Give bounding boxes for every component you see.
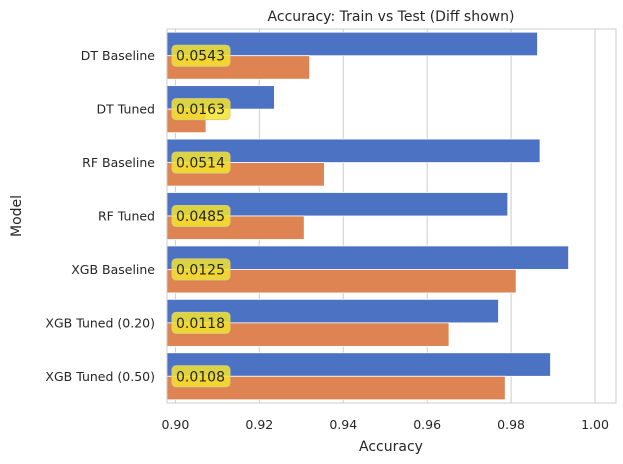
diff-label: 0.0543 <box>171 44 231 67</box>
diff-label-box <box>171 258 231 281</box>
diff-label-box <box>171 44 231 67</box>
diff-label: 0.0125 <box>171 258 231 281</box>
diff-label-box <box>171 311 231 334</box>
diff-annotations: 0.0543 0.0163 0.0514 0.0485 0.0125 0.0118 0.01… <box>171 44 231 388</box>
diff-label: 0.0163 <box>171 98 231 121</box>
diff-label-text: 0.0125 <box>176 262 225 278</box>
x-tick-label: 0.90 <box>161 417 189 432</box>
diff-label: 0.0118 <box>171 311 231 334</box>
diff-label-text: 0.0543 <box>176 49 225 65</box>
x-tick-label: 0.94 <box>329 417 357 432</box>
chart-title: Accuracy: Train vs Test (Diff shown) <box>268 9 515 25</box>
y-tick-label: RF Baseline <box>82 155 155 170</box>
x-tick-labels: 0.90 0.92 0.94 0.96 0.98 1.00 <box>161 417 609 432</box>
diff-label-text: 0.0163 <box>176 102 225 118</box>
diff-label-box <box>171 151 231 174</box>
diff-label: 0.0485 <box>171 205 231 227</box>
y-axis-label: Model <box>9 195 25 237</box>
diff-label-box <box>171 98 231 121</box>
y-tick-label: XGB Tuned (0.50) <box>45 369 155 384</box>
diff-label: 0.0514 <box>171 151 231 174</box>
y-tick-label: RF Tuned <box>98 209 155 224</box>
diff-label-text: 0.0514 <box>176 156 225 172</box>
x-tick-label: 1.00 <box>581 417 609 432</box>
diff-label-text: 0.0485 <box>176 209 225 225</box>
y-tick-label: DT Tuned <box>97 102 155 117</box>
y-tick-label: XGB Baseline <box>71 262 155 277</box>
diff-label-text: 0.0108 <box>176 369 225 385</box>
x-tick-label: 0.96 <box>413 417 441 432</box>
x-tick-label: 0.92 <box>245 417 273 432</box>
diff-label-text: 0.0118 <box>176 316 225 332</box>
y-tick-labels: DT Baseline DT Tuned RF Baseline RF Tuned XG… <box>45 48 155 384</box>
x-axis-label: Accuracy <box>359 439 423 455</box>
diff-label: 0.0108 <box>171 365 231 388</box>
diff-label-box <box>171 365 231 388</box>
x-tick-label: 0.98 <box>497 417 525 432</box>
diff-label-box <box>171 205 231 227</box>
y-tick-label: XGB Tuned (0.20) <box>45 315 155 330</box>
y-tick-label: DT Baseline <box>81 48 156 63</box>
plot-frame <box>166 28 617 404</box>
